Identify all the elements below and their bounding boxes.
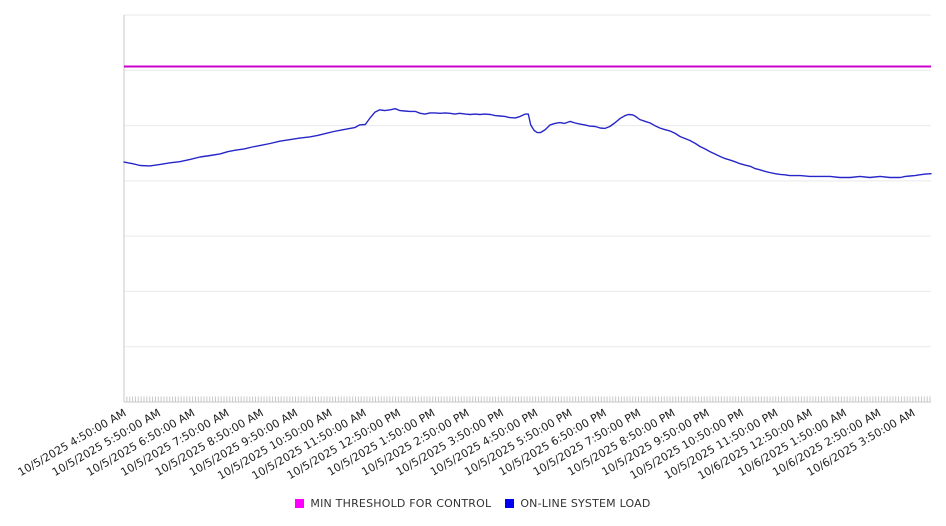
series-online-system-load-line (123, 107, 932, 179)
legend-label-min-threshold: MIN THRESHOLD FOR CONTROL (310, 497, 492, 510)
chart-legend: MIN THRESHOLD FOR CONTROL ON-LINE SYSTEM… (0, 497, 946, 510)
legend-swatch-blue (505, 499, 515, 508)
legend-swatch-magenta (295, 499, 305, 508)
legend-label-online-system-load: ON-LINE SYSTEM LOAD (520, 497, 651, 510)
legend-entry-min-threshold[interactable]: MIN THRESHOLD FOR CONTROL (295, 497, 491, 510)
legend-entry-online-system-load[interactable]: ON-LINE SYSTEM LOAD (505, 497, 650, 510)
